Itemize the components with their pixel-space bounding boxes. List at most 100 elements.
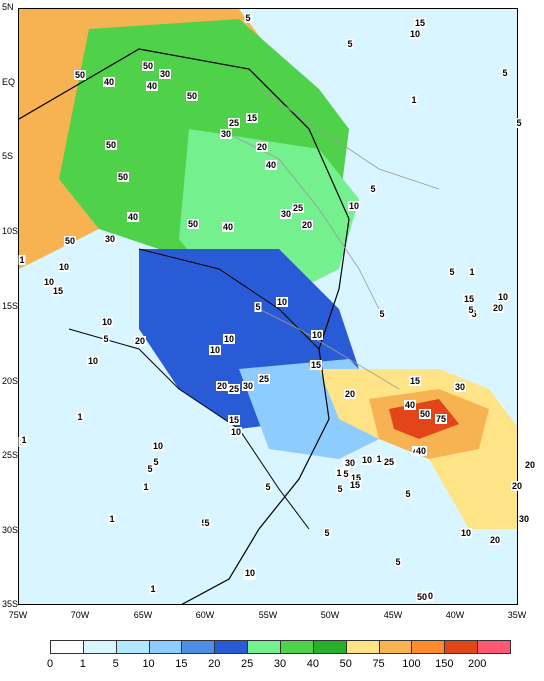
contour-label: 50 <box>415 592 429 602</box>
contour-label: 5 <box>264 482 272 492</box>
contour-label: 40 <box>102 77 116 87</box>
colorbar-value: 20 <box>208 658 221 670</box>
contour-label: 5 <box>394 557 402 567</box>
contour-label: 10 <box>243 568 257 578</box>
contour-label: 25 <box>291 203 305 213</box>
contour-label: 5 <box>467 305 475 315</box>
colorbar-box <box>214 640 249 654</box>
contour-label: 50 <box>116 172 130 182</box>
contour-label: 40 <box>264 160 278 170</box>
contour-label: 1 <box>149 584 157 594</box>
colorbar-value: 10 <box>142 658 155 670</box>
contour-label: 10 <box>86 356 100 366</box>
contour-label: 50 <box>104 140 118 150</box>
contour-label: 1 <box>410 95 418 105</box>
colorbar-box <box>411 640 446 654</box>
contour-label: 10 <box>208 345 222 355</box>
contour-label: 50 <box>186 219 200 229</box>
contour-label: 10 <box>275 297 289 307</box>
colorbar-box <box>82 640 117 654</box>
lat-tick: 15S <box>2 301 19 311</box>
contour-label: 5 <box>203 518 211 528</box>
borders-main <box>19 48 350 604</box>
contour-label: 10 <box>496 292 510 302</box>
lat-tick: 20S <box>2 376 19 386</box>
contour-label: 20 <box>491 303 505 313</box>
colorbar-value: 5 <box>112 658 119 670</box>
lat-tick: 30S <box>2 525 19 535</box>
contour-label: 10 <box>408 29 422 39</box>
colorbar-box <box>115 640 150 654</box>
contour-label: 5 <box>448 267 456 277</box>
lat-tick: 10S <box>2 226 19 236</box>
contour-label: 30 <box>241 381 255 391</box>
colorbar-box <box>444 640 479 654</box>
colorbar-value: 75 <box>372 658 385 670</box>
border-inner-2 <box>68 328 310 530</box>
contour-label: 1 <box>108 514 116 524</box>
contour-label: 5 <box>342 469 350 479</box>
lon-tick: 75W <box>8 610 28 620</box>
colorbar-value: 40 <box>306 658 319 670</box>
contour-label: 15 <box>462 294 476 304</box>
colorbar-value: 200 <box>467 658 487 670</box>
contour-label: 10 <box>57 262 71 272</box>
contour-label: 5 <box>346 39 354 49</box>
contour-label: 40 <box>414 446 428 456</box>
contour-label: 40 <box>126 212 140 222</box>
lon-tick: 50W <box>320 610 340 620</box>
contour-label: 20 <box>300 220 314 230</box>
colorbar-value: 25 <box>241 658 254 670</box>
colorbar-box <box>312 640 347 654</box>
state-borders-3 <box>258 308 400 390</box>
contour-label: 25 <box>257 374 271 384</box>
contour-label: 20 <box>510 481 524 491</box>
contour-label: 1 <box>20 435 28 445</box>
contour-label: 5 <box>152 457 160 467</box>
contour-label: 40 <box>403 400 417 410</box>
colorbar-box <box>378 640 413 654</box>
contour-label: 10 <box>310 330 324 340</box>
contour-label: 30 <box>453 382 467 392</box>
contour-label: 5 <box>254 302 262 312</box>
colorbar <box>50 640 511 656</box>
lon-tick: 55W <box>258 610 278 620</box>
lon-tick: 65W <box>133 610 153 620</box>
contour-label: 25 <box>227 118 241 128</box>
contour-label: 10 <box>459 528 473 538</box>
map-svg <box>19 9 517 604</box>
colorbar-value: 15 <box>175 658 188 670</box>
contour-label: 15 <box>245 113 259 123</box>
contour-label: 40 <box>145 81 159 91</box>
contour-label: 5 <box>404 489 412 499</box>
contour-label: 30 <box>343 458 357 468</box>
contour-label: 10 <box>360 455 374 465</box>
contour-label: 15 <box>349 473 363 483</box>
contour-label: 75 <box>434 414 448 424</box>
contour-label: 40 <box>221 222 235 232</box>
contour-label: 15 <box>227 415 241 425</box>
contour-label: 10 <box>42 277 56 287</box>
contour-label: 5 <box>146 464 154 474</box>
contour-label: 5 <box>378 309 386 319</box>
contour-label: 1 <box>335 468 343 478</box>
contour-label: 5 <box>336 484 344 494</box>
contour-label: 50 <box>63 236 77 246</box>
contour-label: 5 <box>102 334 110 344</box>
contour-label: 30 <box>517 514 531 524</box>
precipitation-map <box>18 8 518 605</box>
contour-label: 1 <box>375 454 383 464</box>
contour-label: 10 <box>151 441 165 451</box>
colorbar-value: 100 <box>402 658 421 670</box>
colorbar-value: 50 <box>339 658 352 670</box>
contour-label: 1 <box>76 412 84 422</box>
lat-tick: 25S <box>2 450 19 460</box>
colorbar-box <box>477 640 511 654</box>
contour-label: 15 <box>408 376 422 386</box>
lon-tick: 70W <box>70 610 90 620</box>
lon-tick: 35W <box>507 610 527 620</box>
contour-label: 5 <box>323 528 331 538</box>
colorbar-box <box>280 640 314 654</box>
contour-label: 30 <box>158 69 172 79</box>
contour-label: 50 <box>185 91 199 101</box>
